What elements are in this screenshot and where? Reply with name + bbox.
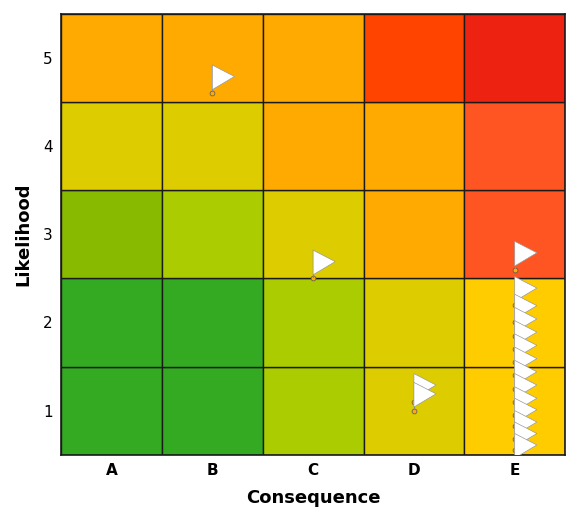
Bar (464, 366, 565, 455)
Bar (61, 190, 162, 278)
Polygon shape (414, 374, 436, 398)
Bar (263, 278, 364, 366)
Polygon shape (515, 277, 537, 301)
Bar (364, 366, 464, 455)
Polygon shape (515, 334, 537, 358)
Bar (464, 102, 565, 190)
X-axis label: Consequence: Consequence (246, 489, 380, 507)
Y-axis label: Likelihood: Likelihood (14, 182, 32, 286)
Bar (61, 14, 162, 102)
Bar (464, 190, 565, 278)
Polygon shape (515, 433, 537, 458)
Polygon shape (515, 320, 537, 345)
Bar (364, 278, 464, 366)
Polygon shape (414, 382, 436, 407)
Bar (263, 14, 364, 102)
Bar (364, 190, 464, 278)
Bar (263, 102, 364, 190)
Bar (162, 366, 263, 455)
Polygon shape (515, 411, 537, 435)
Polygon shape (515, 241, 537, 266)
Bar (263, 366, 364, 455)
Polygon shape (515, 422, 537, 446)
Polygon shape (515, 398, 537, 423)
Bar (364, 14, 464, 102)
Bar (162, 102, 263, 190)
Bar (61, 102, 162, 190)
Bar (162, 278, 263, 366)
Polygon shape (212, 65, 234, 90)
Polygon shape (515, 347, 537, 372)
Polygon shape (515, 387, 537, 412)
Bar (464, 278, 565, 366)
Bar (162, 14, 263, 102)
Polygon shape (515, 294, 537, 319)
Bar (263, 190, 364, 278)
Bar (162, 190, 263, 278)
Polygon shape (515, 307, 537, 332)
Bar (364, 102, 464, 190)
Polygon shape (313, 250, 335, 275)
Bar (464, 14, 565, 102)
Bar (61, 366, 162, 455)
Polygon shape (515, 361, 537, 385)
Bar (61, 278, 162, 366)
Polygon shape (515, 374, 537, 398)
